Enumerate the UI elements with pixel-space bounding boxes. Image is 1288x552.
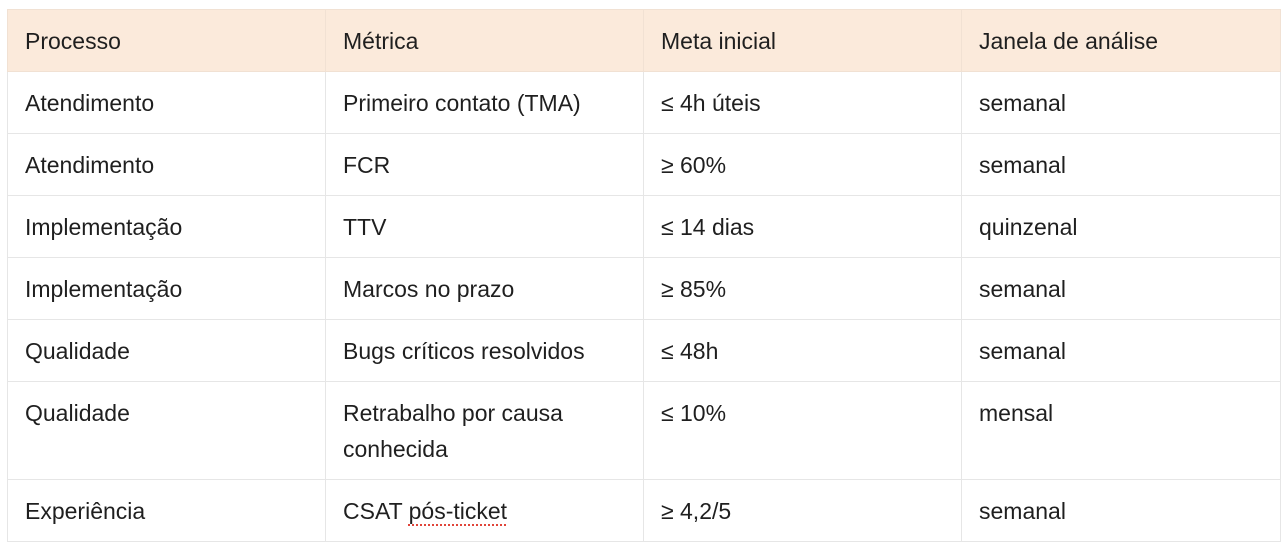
cell-meta-inicial[interactable]: ≤ 4h úteis [643, 71, 962, 134]
cell-meta-inicial[interactable]: ≥ 4,2/5 [643, 479, 962, 542]
spellcheck-flagged-word[interactable]: pós-ticket [408, 498, 508, 524]
cell-processo[interactable]: Implementação [7, 257, 326, 320]
cell-processo[interactable]: Experiência [7, 479, 326, 542]
cell-processo[interactable]: Atendimento [7, 71, 326, 134]
cell-processo[interactable]: Qualidade [7, 319, 326, 382]
cell-meta-inicial[interactable]: ≤ 14 dias [643, 195, 962, 258]
cell-metrica[interactable]: Primeiro contato (TMA) [325, 71, 644, 134]
table-row: Qualidade Bugs críticos resolvidos ≤ 48h… [7, 319, 1281, 382]
cell-metrica[interactable]: Retrabalho por causa conhecida [325, 381, 644, 480]
table-row: Experiência CSAT pós-ticket ≥ 4,2/5 sema… [7, 479, 1281, 542]
metrics-table: Processo Métrica Meta inicial Janela de … [7, 9, 1281, 542]
cell-janela[interactable]: semanal [961, 319, 1281, 382]
cell-meta-inicial[interactable]: ≥ 85% [643, 257, 962, 320]
cell-metrica[interactable]: TTV [325, 195, 644, 258]
header-janela-de-analise: Janela de análise [961, 9, 1281, 72]
header-processo: Processo [7, 9, 326, 72]
header-meta-inicial: Meta inicial [643, 9, 962, 72]
table-row: Qualidade Retrabalho por causa conhecida… [7, 381, 1281, 480]
metrica-prefix: CSAT [343, 498, 409, 524]
cell-processo[interactable]: Atendimento [7, 133, 326, 196]
cell-meta-inicial[interactable]: ≤ 48h [643, 319, 962, 382]
table-header-row: Processo Métrica Meta inicial Janela de … [7, 9, 1281, 72]
cell-janela[interactable]: semanal [961, 71, 1281, 134]
cell-processo[interactable]: Implementação [7, 195, 326, 258]
cell-metrica[interactable]: CSAT pós-ticket [325, 479, 644, 542]
table-row: Implementação Marcos no prazo ≥ 85% sema… [7, 257, 1281, 320]
table-row: Atendimento FCR ≥ 60% semanal [7, 133, 1281, 196]
cell-processo[interactable]: Qualidade [7, 381, 326, 480]
cell-janela[interactable]: semanal [961, 479, 1281, 542]
cell-metrica[interactable]: Marcos no prazo [325, 257, 644, 320]
cell-metrica[interactable]: FCR [325, 133, 644, 196]
cell-janela[interactable]: semanal [961, 257, 1281, 320]
cell-meta-inicial[interactable]: ≤ 10% [643, 381, 962, 480]
cell-janela[interactable]: quinzenal [961, 195, 1281, 258]
cell-janela[interactable]: semanal [961, 133, 1281, 196]
cell-metrica[interactable]: Bugs críticos resolvidos [325, 319, 644, 382]
metrics-table-container: Processo Métrica Meta inicial Janela de … [7, 9, 1281, 542]
table-row: Implementação TTV ≤ 14 dias quinzenal [7, 195, 1281, 258]
table-row: Atendimento Primeiro contato (TMA) ≤ 4h … [7, 71, 1281, 134]
cell-janela[interactable]: mensal [961, 381, 1281, 480]
cell-meta-inicial[interactable]: ≥ 60% [643, 133, 962, 196]
header-metrica: Métrica [325, 9, 644, 72]
